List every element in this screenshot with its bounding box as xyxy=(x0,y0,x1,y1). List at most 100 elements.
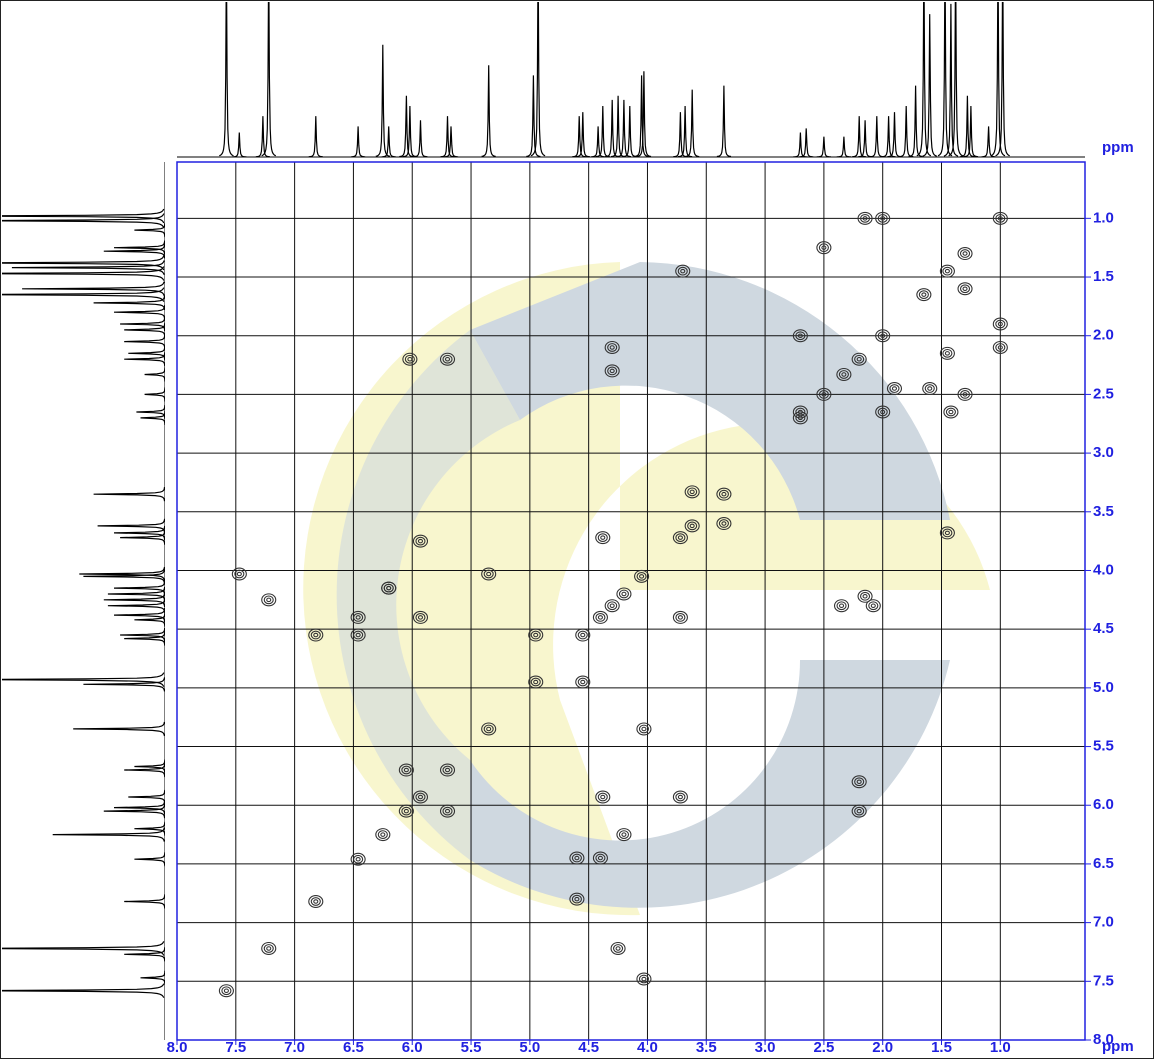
top-projection xyxy=(177,2,1085,158)
contour xyxy=(350,852,366,866)
contour xyxy=(792,329,808,343)
contour xyxy=(383,583,394,593)
contour xyxy=(600,794,606,800)
contour xyxy=(684,485,700,499)
contour xyxy=(851,352,867,366)
contour xyxy=(439,352,456,366)
contour xyxy=(266,597,272,603)
contour xyxy=(891,386,898,391)
projection-peak xyxy=(916,2,932,157)
contour xyxy=(442,765,453,775)
contour xyxy=(916,288,932,302)
contour xyxy=(838,603,845,608)
projection-peak xyxy=(113,240,165,255)
contour xyxy=(442,806,453,816)
contour xyxy=(481,567,497,581)
contour xyxy=(795,331,806,341)
cross-peak xyxy=(939,264,955,278)
cross-peak xyxy=(851,775,867,789)
projection-peak xyxy=(103,244,165,259)
cross-peak xyxy=(992,340,1008,354)
contour xyxy=(607,366,618,376)
cross-peak xyxy=(604,340,620,354)
cross-peak xyxy=(528,628,544,642)
contour xyxy=(234,569,245,579)
projection-peak xyxy=(677,105,693,158)
contour xyxy=(638,974,649,984)
cross-peak xyxy=(875,329,891,343)
contour xyxy=(875,329,891,343)
contour xyxy=(944,530,950,536)
projection-peak xyxy=(605,99,620,158)
contour xyxy=(838,370,849,379)
cross-peak xyxy=(575,628,591,642)
contour xyxy=(636,571,647,581)
contour xyxy=(575,675,591,689)
projection-peak xyxy=(22,281,165,296)
contour xyxy=(621,832,627,837)
projection-peak xyxy=(255,116,270,158)
x-tick-label: 5.0 xyxy=(519,1039,540,1056)
contour xyxy=(412,790,429,804)
cross-peak xyxy=(398,763,414,777)
projection-peak xyxy=(134,612,165,627)
contour xyxy=(355,615,361,620)
projection-peak xyxy=(908,85,923,158)
contour xyxy=(857,589,873,603)
cross-peak xyxy=(350,852,366,866)
cross-peak xyxy=(481,567,497,581)
cross-peak xyxy=(992,211,1008,225)
cross-peak xyxy=(943,405,959,419)
cross-peak xyxy=(412,790,429,804)
contour xyxy=(597,533,608,542)
projection-peak xyxy=(232,132,247,158)
contour xyxy=(854,806,865,816)
x-tick-label: 3.0 xyxy=(755,1039,776,1056)
cross-peaks xyxy=(218,211,1008,998)
contour xyxy=(816,241,832,255)
cross-peak xyxy=(851,804,867,818)
contour xyxy=(636,722,652,736)
contour xyxy=(942,266,953,276)
y-tick-label: 6.0 xyxy=(1093,796,1114,813)
contour xyxy=(313,899,319,904)
contour xyxy=(922,382,938,396)
contour xyxy=(412,610,429,624)
contour xyxy=(821,245,827,250)
cross-peak xyxy=(957,247,973,261)
contour xyxy=(569,851,585,865)
cross-peak xyxy=(672,790,688,804)
contour xyxy=(353,613,364,622)
contour xyxy=(721,491,727,497)
projection-peak xyxy=(52,827,165,842)
projection-peak xyxy=(981,126,996,158)
contour xyxy=(889,384,900,393)
cross-peak xyxy=(684,485,700,499)
contour xyxy=(597,615,603,620)
contour xyxy=(571,894,582,904)
projection-peak xyxy=(107,586,165,601)
watermark xyxy=(303,262,990,916)
contour xyxy=(716,517,732,531)
contour xyxy=(918,290,929,300)
cross-peak xyxy=(569,851,585,865)
projection-peak xyxy=(124,322,165,337)
contour xyxy=(818,243,829,253)
contour xyxy=(607,343,618,352)
x-tick-label: 1.0 xyxy=(990,1039,1011,1056)
x-tick-label: 1.5 xyxy=(931,1039,952,1056)
x-tick-label: 5.5 xyxy=(461,1039,482,1056)
x-axis-label-top: ppm xyxy=(1102,139,1134,156)
projection-peak xyxy=(124,334,165,349)
contour xyxy=(851,804,867,818)
projection-peak xyxy=(852,116,867,158)
y-tick-label: 6.5 xyxy=(1093,855,1114,872)
projection-peak xyxy=(128,346,165,361)
projection-peak xyxy=(308,116,323,158)
projection-peak xyxy=(881,116,896,158)
projection-peak xyxy=(73,721,165,737)
contour xyxy=(483,569,494,579)
cross-peak xyxy=(604,599,620,613)
x-tick-label: 2.5 xyxy=(813,1039,834,1056)
